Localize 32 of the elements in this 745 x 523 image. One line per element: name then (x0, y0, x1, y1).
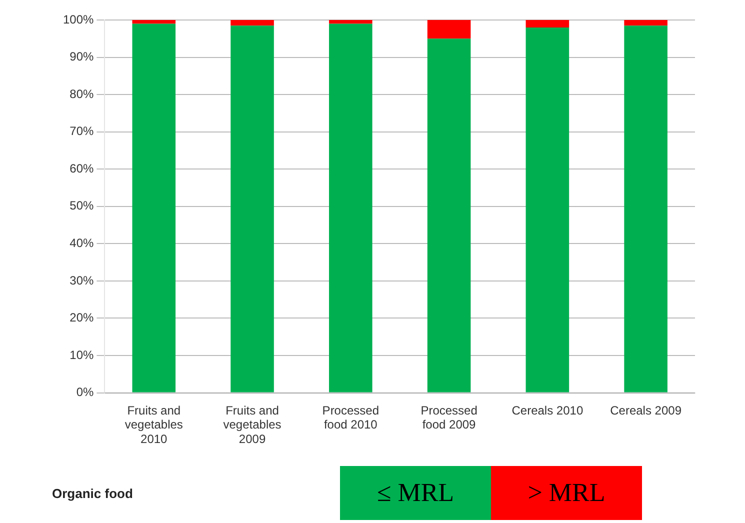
y-tick-label: 40% (70, 236, 94, 250)
y-tick-label: 0% (76, 385, 94, 400)
bar (427, 20, 471, 39)
x-tick-label: Fruits and vegetables 2010 (124, 403, 183, 446)
x-tick-label: Processed food 2010 (322, 403, 380, 432)
x-tick-label: Cereals 2010 (512, 403, 584, 418)
bar (624, 26, 668, 392)
bar (624, 20, 668, 26)
bar (427, 38, 471, 392)
y-tick-label: 100% (62, 12, 94, 26)
x-tick-label: Fruits and vegetables 2009 (223, 403, 282, 446)
bar (329, 20, 372, 24)
y-tick-label: 80% (70, 86, 94, 101)
text: > MRL (491, 466, 642, 520)
y-tick-label: 30% (70, 273, 94, 288)
text: ≤ MRL (340, 466, 491, 520)
x-tick-label: Cereals 2009 (610, 403, 682, 418)
y-tick-label: 90% (70, 50, 94, 64)
y-tick-label: 70% (70, 124, 94, 138)
bar (132, 20, 176, 24)
y-tick-label: 60% (70, 161, 94, 176)
y-tick-label: 10% (70, 348, 94, 362)
bar (329, 24, 372, 392)
bar (526, 20, 570, 28)
text: Organic food (52, 486, 133, 501)
bar (526, 27, 570, 392)
bar (230, 26, 274, 392)
bar (230, 20, 274, 26)
bar (132, 24, 176, 392)
x-tick-label: Processed food 2009 (420, 403, 478, 432)
y-tick-label: 50% (70, 198, 94, 213)
y-tick-label: 20% (70, 310, 94, 325)
